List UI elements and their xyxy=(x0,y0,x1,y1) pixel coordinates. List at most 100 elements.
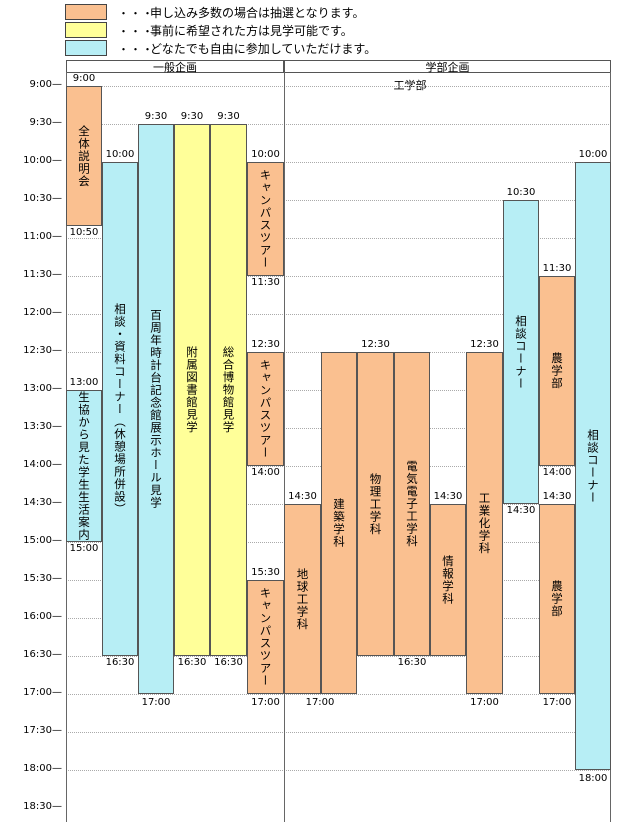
grid-line xyxy=(66,732,611,733)
event-kenchiku-label: 建築学科 xyxy=(332,498,347,548)
column-separator xyxy=(284,72,285,822)
grid-line xyxy=(66,694,611,695)
event-kenchiku: 建築学科 xyxy=(321,352,357,694)
event-butsuri-label: 物理工学科 xyxy=(368,472,383,536)
event-hyakushunen: 百周年時計台記念館展示ホール見学 xyxy=(138,124,174,694)
event-campus-tour-1-label: キャンパスツアー xyxy=(258,169,273,269)
time-label: 17:00 xyxy=(141,697,171,708)
event-chikyu-label: 地球工学科 xyxy=(295,567,310,631)
time-label: 16:30 xyxy=(177,657,207,668)
event-soudan2-label: 相談コーナー xyxy=(514,314,529,390)
time-label: 10:00 xyxy=(578,149,608,160)
time-label: 11:30 xyxy=(251,277,280,288)
legend-dots: ・・・ xyxy=(118,7,154,20)
event-denki: 電気電子工学科 xyxy=(394,352,430,656)
event-soudan2: 相談コーナー xyxy=(503,200,539,504)
time-label: 17:00 xyxy=(251,697,280,708)
legend-text-reservation: 事前に希望された方は見学可能です。 xyxy=(150,24,353,38)
time-label: 15:30 xyxy=(251,567,280,578)
event-hakubutsukan-label: 総合博物館見学 xyxy=(221,346,236,434)
time-axis-tick: 17:30— xyxy=(23,725,62,736)
event-nogaku-2: 農学部 xyxy=(539,504,575,694)
time-label: 14:30 xyxy=(288,491,317,502)
event-campus-tour-2-label: キャンパスツアー xyxy=(258,359,273,459)
legend-dots: ・・・ xyxy=(118,43,154,56)
faculty-header-label: 学部企画 xyxy=(425,61,470,74)
event-campus-tour-1: キャンパスツアー xyxy=(247,162,284,276)
general-header-label: 一般企画 xyxy=(153,61,197,74)
time-axis-tick: 16:00— xyxy=(23,611,62,622)
time-label: 10:50 xyxy=(69,227,99,238)
time-label: 11:30 xyxy=(542,263,572,274)
event-campus-tour-3: キャンパスツアー xyxy=(247,580,284,694)
time-axis-tick: 9:30— xyxy=(29,117,62,128)
time-axis-tick: 18:30— xyxy=(23,801,62,812)
event-kogyoka-label: 工業化学科 xyxy=(477,491,492,555)
legend-text-lottery: 申し込み多数の場合は抽選となります。 xyxy=(150,6,365,20)
time-axis-tick: 13:30— xyxy=(23,421,62,432)
event-seikyo: 生協から見た学生生活案内 xyxy=(66,390,102,542)
time-label: 14:00 xyxy=(542,467,572,478)
time-axis-tick: 18:00— xyxy=(23,763,62,774)
legend-swatch-lottery xyxy=(65,4,107,20)
event-chikyu: 地球工学科 xyxy=(284,504,321,694)
time-axis-tick: 11:30— xyxy=(23,269,62,280)
event-denki-label: 電気電子工学科 xyxy=(405,460,420,548)
time-axis-tick: 16:30— xyxy=(23,649,62,660)
time-label: 16:30 xyxy=(397,657,427,668)
time-axis-tick: 11:00— xyxy=(23,231,62,242)
time-label: 16:30 xyxy=(105,657,135,668)
event-soudan1: 相談・資料コーナー（休憩場所併設） xyxy=(102,162,138,656)
event-toshokan-label: 附属図書館見学 xyxy=(185,346,200,434)
grid-line xyxy=(66,276,611,277)
time-axis-tick: 10:00— xyxy=(23,155,62,166)
event-soudan3-label: 相談コーナー xyxy=(586,428,601,504)
event-campus-tour-2: キャンパスツアー xyxy=(247,352,284,466)
event-joho-label: 情報学科 xyxy=(441,555,456,605)
time-label: 14:30 xyxy=(433,491,463,502)
grid-line xyxy=(66,124,611,125)
event-setsumeikai-label: 全体説明会 xyxy=(77,124,92,188)
grid-line xyxy=(66,162,611,163)
time-label: 16:30 xyxy=(214,657,243,668)
grid-line xyxy=(66,86,611,87)
time-label: 10:00 xyxy=(105,149,135,160)
time-axis-tick: 15:00— xyxy=(23,535,62,546)
event-campus-tour-3-label: キャンパスツアー xyxy=(258,587,273,687)
time-label: 14:00 xyxy=(251,467,280,478)
time-label: 18:00 xyxy=(578,773,608,784)
time-axis-tick: 12:00— xyxy=(23,307,62,318)
time-axis-tick: 14:00— xyxy=(23,459,62,470)
event-nogaku-1: 農学部 xyxy=(539,276,575,466)
time-label: 14:30 xyxy=(506,505,536,516)
time-label: 12:30 xyxy=(470,339,499,350)
event-soudan1-label: 相談・資料コーナー（休憩場所併設） xyxy=(113,302,128,516)
time-label: 12:30 xyxy=(361,339,390,350)
time-label: 17:00 xyxy=(305,697,335,708)
time-axis-tick: 15:30— xyxy=(23,573,62,584)
time-axis-tick: 17:00— xyxy=(23,687,62,698)
event-seikyo-label: 生協から見た学生生活案内 xyxy=(77,391,92,541)
time-label: 10:00 xyxy=(251,149,280,160)
general-header xyxy=(66,60,284,73)
time-label: 13:00 xyxy=(69,377,99,388)
event-hakubutsukan: 総合博物館見学 xyxy=(210,124,247,656)
time-label: 9:30 xyxy=(144,111,168,122)
event-nogaku-2-label: 農学部 xyxy=(550,580,565,618)
grid-line xyxy=(66,200,611,201)
event-joho: 情報学科 xyxy=(430,504,466,656)
time-axis-tick: 10:30— xyxy=(23,193,62,204)
grid-line xyxy=(66,314,611,315)
grid-line xyxy=(66,770,611,771)
time-axis-tick: 9:00— xyxy=(29,79,62,90)
time-label: 10:30 xyxy=(506,187,536,198)
event-setsumeikai: 全体説明会 xyxy=(66,86,102,226)
event-butsuri: 物理工学科 xyxy=(357,352,394,656)
engineering-label: 工学部 xyxy=(393,79,427,92)
time-label: 14:30 xyxy=(542,491,572,502)
legend-text-free: どなたでも自由に参加していただけます。 xyxy=(150,42,377,56)
time-label: 17:00 xyxy=(470,697,499,708)
legend-dots: ・・・ xyxy=(118,25,154,38)
faculty-header xyxy=(284,60,611,73)
event-nogaku-1-label: 農学部 xyxy=(550,352,565,390)
